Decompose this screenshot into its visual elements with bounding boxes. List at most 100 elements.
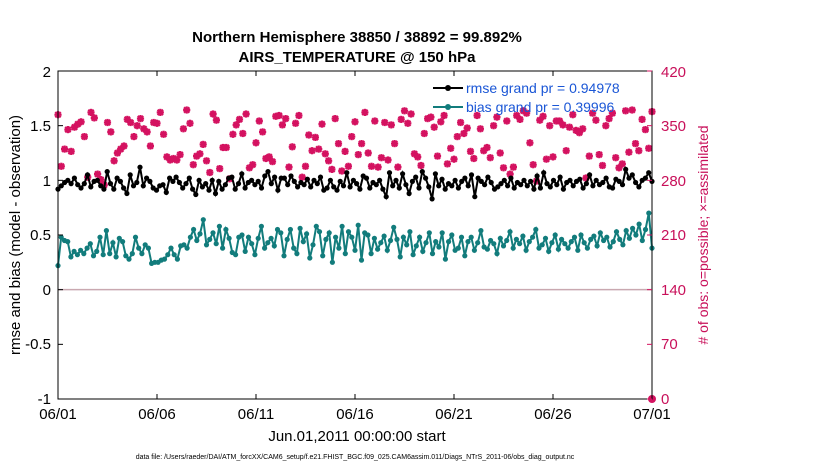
bias-point [126, 256, 132, 262]
rmse-point [249, 177, 255, 183]
rmse-point [58, 183, 64, 189]
obs-point [450, 155, 458, 163]
bias-point [71, 248, 77, 254]
bias-point [400, 234, 406, 240]
rmse-point [439, 176, 445, 182]
bias-point [245, 234, 252, 240]
bias-point [120, 239, 126, 245]
rmse-point [508, 175, 514, 181]
rmse-point [623, 166, 629, 172]
bias-point [594, 243, 600, 249]
bias-point [387, 237, 394, 244]
rmse-point [117, 178, 123, 184]
bias-point [523, 247, 529, 253]
bias-point [87, 241, 93, 247]
bias-point [581, 240, 587, 246]
rmse-point [521, 177, 527, 183]
bias-point [520, 233, 526, 239]
rmse-point [449, 183, 455, 189]
rmse-point [619, 182, 626, 188]
bias-point [588, 236, 594, 242]
obs-point [361, 108, 369, 117]
rmse-point [390, 183, 396, 189]
obs-point [315, 145, 323, 153]
obs-point [486, 154, 494, 162]
rmse-point [373, 182, 379, 188]
bias-point [258, 223, 264, 229]
obs-point [107, 128, 115, 136]
bias-point [220, 245, 226, 251]
rmse-point [462, 175, 468, 181]
bias-point [129, 251, 135, 257]
obs-point [367, 162, 376, 170]
rmse-point [636, 184, 642, 190]
bias-point [591, 233, 597, 239]
obs-point [199, 140, 207, 148]
bias-point [397, 254, 403, 260]
bias-point [607, 244, 613, 250]
bias-point [636, 221, 642, 227]
bias-point [110, 240, 116, 246]
obs-point [394, 163, 402, 171]
rmse-point [646, 170, 652, 176]
rmse-point [308, 184, 314, 190]
bias-point [339, 223, 345, 229]
y-right-axis-label: # of obs: o=possible; ×=assimilated [695, 125, 711, 344]
obs-point [173, 156, 181, 164]
bias-point [417, 234, 423, 240]
obs-point [453, 133, 461, 141]
rmse-point [144, 175, 150, 181]
y-left-tick-label: 1.5 [30, 118, 51, 135]
obs-point [430, 123, 438, 131]
obs-point [635, 147, 643, 155]
bias-point [100, 252, 106, 258]
obs-point [387, 121, 395, 129]
rmse-point [396, 185, 402, 191]
rmse-point [347, 184, 353, 190]
rmse-point [455, 185, 461, 191]
bias-point [394, 236, 400, 242]
rmse-point [367, 185, 373, 191]
rmse-point [212, 190, 219, 197]
obs-point [80, 133, 89, 141]
obs-point [285, 163, 293, 171]
obs-point [176, 151, 184, 159]
x-tick-label: 06/06 [138, 406, 176, 423]
rmse-point [255, 178, 261, 184]
rmse-point [88, 184, 94, 190]
bias-point [132, 234, 139, 240]
rmse-point [587, 172, 593, 178]
obs-point [288, 143, 296, 151]
rmse-point [114, 175, 120, 181]
bias-point [323, 236, 329, 242]
rmse-point [403, 182, 409, 188]
x-tick-label: 06/26 [534, 406, 572, 423]
obs-point [156, 108, 164, 117]
obs-point [57, 162, 65, 170]
rmse-point [170, 178, 176, 184]
rmse-point [380, 186, 386, 192]
obs-point [470, 154, 478, 163]
bias-point [462, 253, 468, 259]
rmse-point [167, 175, 173, 181]
rmse-point [459, 178, 465, 184]
bias-point [320, 253, 326, 259]
rmse-point [111, 186, 117, 192]
bias-point [617, 236, 623, 242]
obs-point [186, 119, 194, 127]
obs-point [529, 161, 537, 169]
rmse-point [524, 183, 530, 189]
rmse-point [409, 178, 415, 184]
bias-point [171, 252, 177, 258]
bias-point [355, 222, 361, 228]
bias-point [84, 245, 90, 251]
rmse-point [534, 173, 540, 179]
obs-point [440, 111, 448, 120]
obs-point [239, 129, 247, 138]
bias-point [181, 242, 187, 248]
obs-point [562, 147, 570, 155]
rmse-point [232, 186, 238, 192]
chart-title-line1: Northern Hemisphere 38850 / 38892 = 99.8… [192, 29, 522, 46]
obs-point [130, 133, 138, 141]
bias-point [316, 229, 323, 235]
